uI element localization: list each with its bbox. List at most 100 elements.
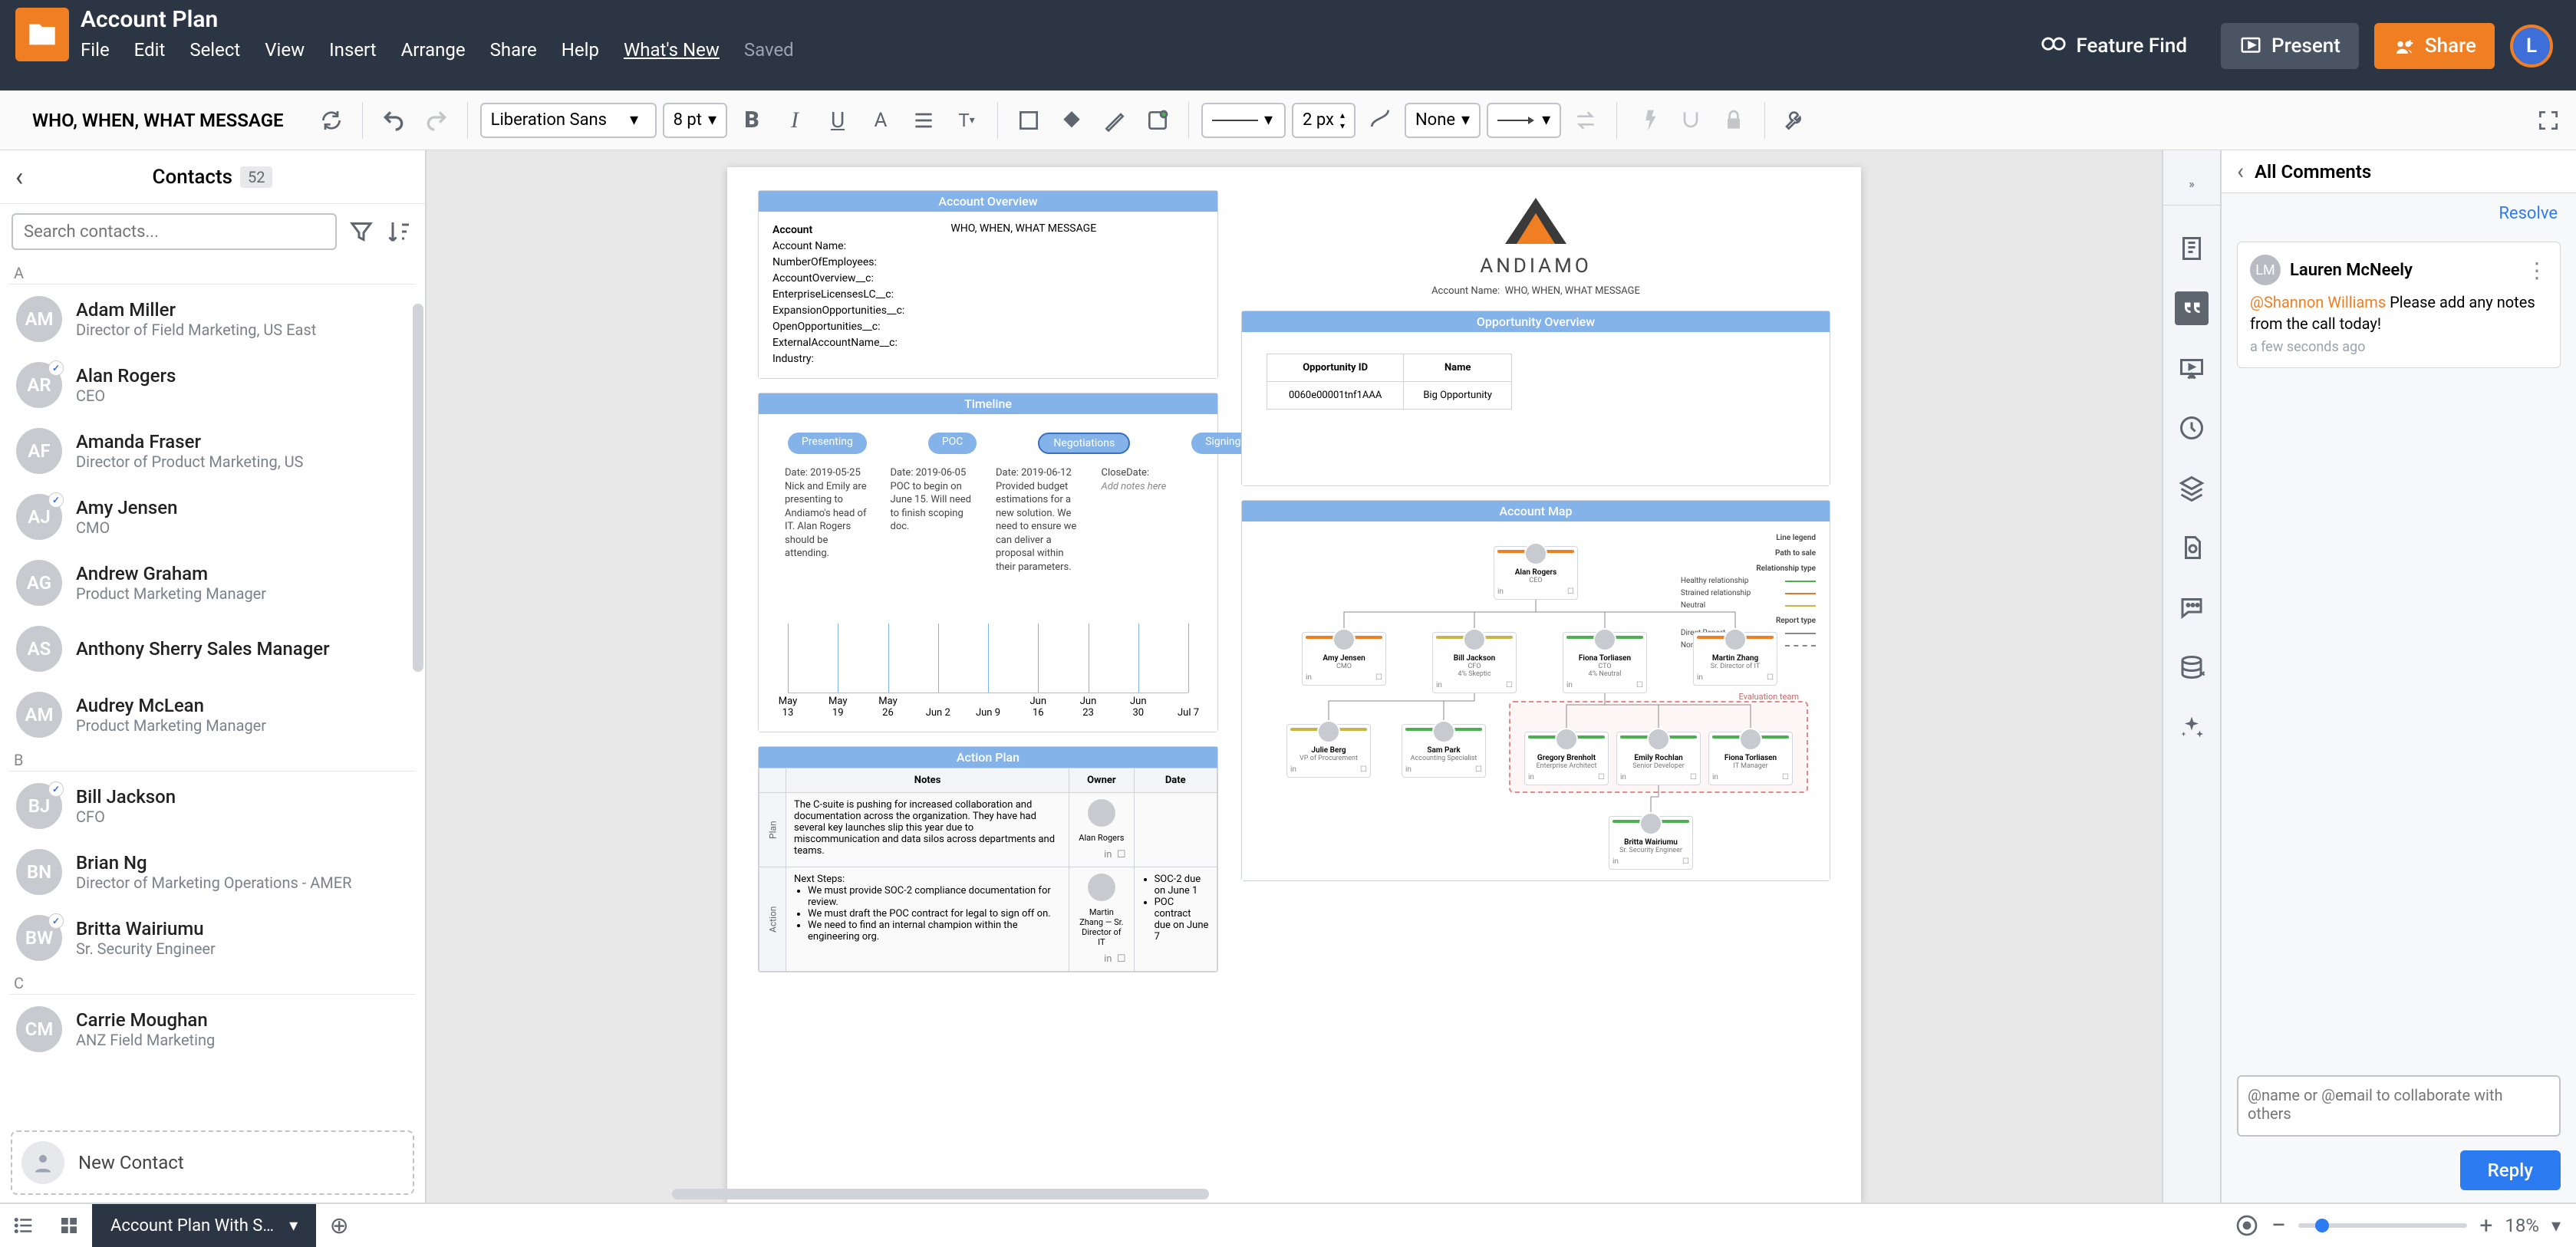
presentation-icon[interactable]: [2175, 351, 2209, 385]
present-button[interactable]: Present: [2221, 23, 2359, 69]
canvas-area[interactable]: Account Overview Account Account Name:Nu…: [427, 150, 2162, 1203]
comments-back-icon[interactable]: ‹: [2237, 158, 2244, 185]
zoom-slider[interactable]: [2298, 1223, 2467, 1228]
fullscreen-icon[interactable]: [2530, 102, 2567, 139]
line-curve-icon[interactable]: [1362, 102, 1398, 139]
arrow-end-select[interactable]: ▾: [1487, 103, 1561, 138]
chat-icon[interactable]: [2175, 591, 2209, 624]
org-node[interactable]: Julie BergVP of Procurementin☐: [1286, 724, 1371, 778]
grid-view-icon[interactable]: [46, 1204, 92, 1247]
contacts-back-icon[interactable]: ‹: [15, 162, 23, 192]
page-name-label[interactable]: WHO, WHEN, WHAT MESSAGE: [9, 110, 307, 131]
org-node[interactable]: Martin ZhangSr. Director of ITin☐: [1693, 632, 1777, 686]
scrollbar[interactable]: [413, 304, 423, 672]
highlight-icon[interactable]: [1096, 102, 1133, 139]
user-avatar[interactable]: L: [2510, 25, 2553, 67]
contact-item[interactable]: BNBrian NgDirector of Marketing Operatio…: [9, 841, 416, 903]
contact-item[interactable]: AGAndrew GrahamProduct Marketing Manager: [9, 551, 416, 614]
menu-insert[interactable]: Insert: [329, 39, 376, 61]
zoom-in-icon[interactable]: +: [2479, 1212, 2492, 1239]
menu-edit[interactable]: Edit: [134, 39, 166, 61]
zoom-out-icon[interactable]: −: [2271, 1210, 2286, 1241]
comment-menu-icon[interactable]: ⋮: [2526, 258, 2548, 283]
app-logo[interactable]: [15, 8, 69, 61]
target-icon[interactable]: [2235, 1213, 2259, 1238]
org-node[interactable]: Bill JacksonCFO4% Skepticin☐: [1432, 632, 1517, 693]
menu-arrange[interactable]: Arrange: [401, 39, 466, 61]
font-size-select[interactable]: 8 pt▾: [663, 103, 727, 138]
contact-item[interactable]: ASAnthony Sherry Sales Manager: [9, 617, 416, 680]
layers-icon[interactable]: [2175, 471, 2209, 505]
comment-card[interactable]: LMLauren McNeely⋮@Shannon Williams Pleas…: [2237, 242, 2561, 368]
page-icon[interactable]: [2175, 531, 2209, 564]
lock-icon[interactable]: [1715, 102, 1752, 139]
zoom-value[interactable]: 18%: [2505, 1215, 2539, 1236]
menu-select[interactable]: Select: [189, 39, 240, 61]
stroke-width-select[interactable]: 2 px▴▾: [1292, 103, 1356, 138]
timeline-stage[interactable]: Negotiations: [1038, 433, 1130, 454]
fill-icon[interactable]: [1053, 102, 1090, 139]
underline-icon[interactable]: U: [819, 102, 856, 139]
menu-help[interactable]: Help: [562, 39, 599, 61]
arrow-start-select[interactable]: None▾: [1405, 103, 1481, 138]
menu-share[interactable]: Share: [490, 39, 537, 61]
org-node[interactable]: Fiona TorliasenCTO4% Neutralin☐: [1563, 632, 1647, 693]
magnet-icon[interactable]: [1672, 102, 1709, 139]
note-icon[interactable]: [2175, 232, 2209, 265]
timeline-stage[interactable]: POC: [928, 433, 977, 454]
menu-view[interactable]: View: [265, 39, 305, 61]
share-button[interactable]: Share: [2374, 23, 2495, 69]
add-page-icon[interactable]: ⊕: [316, 1204, 362, 1247]
menu-whatsnew[interactable]: What's New: [624, 39, 720, 61]
bold-icon[interactable]: B: [733, 102, 770, 139]
resolve-link[interactable]: Resolve: [2222, 193, 2576, 234]
org-node[interactable]: Sam ParkAccounting Specialistin☐: [1402, 724, 1486, 778]
line-type-select[interactable]: ▾: [1201, 103, 1286, 138]
new-contact-button[interactable]: New Contact: [11, 1130, 414, 1195]
shape-icon[interactable]: [1010, 102, 1047, 139]
contact-item[interactable]: AR✓Alan RogersCEO: [9, 354, 416, 416]
horizontal-scrollbar[interactable]: [672, 1189, 1209, 1199]
sparkle-icon[interactable]: [2175, 710, 2209, 744]
feature-find-button[interactable]: Feature Find: [2022, 23, 2205, 69]
menu-file[interactable]: File: [81, 39, 110, 61]
text-size-icon[interactable]: T▾: [948, 102, 985, 139]
swap-ends-icon[interactable]: [1567, 102, 1604, 139]
search-contacts-input[interactable]: [12, 213, 337, 250]
action-icon[interactable]: [1629, 102, 1666, 139]
contact-item[interactable]: CMCarrie MoughanANZ Field Marketing: [9, 998, 416, 1061]
org-node[interactable]: Fiona TorliasenIT Managerin☐: [1708, 732, 1793, 785]
wrench-icon[interactable]: [1777, 102, 1814, 139]
contact-item[interactable]: BJ✓Bill JacksonCFO: [9, 775, 416, 837]
italic-icon[interactable]: I: [776, 102, 813, 139]
history-icon[interactable]: [2175, 411, 2209, 445]
org-node[interactable]: Britta WairiumuSr. Security Engineerin☐: [1609, 816, 1693, 870]
contact-item[interactable]: BW✓Britta WairiumuSr. Security Engineer: [9, 906, 416, 969]
timeline-stage[interactable]: Presenting: [788, 433, 867, 454]
org-node[interactable]: Alan RogersCEOin☐: [1494, 546, 1578, 600]
document-title[interactable]: Account Plan: [81, 0, 2022, 33]
font-select[interactable]: Liberation Sans▾: [480, 103, 657, 138]
page-tab[interactable]: Account Plan With S…▾: [92, 1204, 316, 1247]
text-color-icon[interactable]: A: [862, 102, 899, 139]
quote-icon[interactable]: [2175, 291, 2209, 325]
align-icon[interactable]: [905, 102, 942, 139]
contact-item[interactable]: AMAudrey McLeanProduct Marketing Manager: [9, 683, 416, 746]
reply-input[interactable]: [2237, 1075, 2561, 1137]
sync-icon[interactable]: [313, 102, 350, 139]
rail-expand-icon[interactable]: »: [2163, 163, 2220, 206]
reply-button[interactable]: Reply: [2460, 1150, 2561, 1190]
redo-icon[interactable]: [418, 102, 455, 139]
list-view-icon[interactable]: [0, 1204, 46, 1247]
undo-icon[interactable]: [375, 102, 412, 139]
filter-icon[interactable]: [348, 218, 375, 245]
org-node[interactable]: Gregory BrenholtEnterprise Architectin☐: [1524, 732, 1609, 785]
sort-icon[interactable]: [386, 218, 413, 245]
contact-item[interactable]: AFAmanda FraserDirector of Product Marke…: [9, 420, 416, 482]
data-icon[interactable]: [2175, 650, 2209, 684]
contact-item[interactable]: AMAdam MillerDirector of Field Marketing…: [9, 288, 416, 350]
org-node[interactable]: Amy JensenCMOin☐: [1302, 632, 1386, 686]
contact-item[interactable]: AJ✓Amy JensenCMO: [9, 485, 416, 548]
org-node[interactable]: Emily RochlanSenior Developerin☐: [1616, 732, 1701, 785]
border-style-icon[interactable]: [1139, 102, 1176, 139]
